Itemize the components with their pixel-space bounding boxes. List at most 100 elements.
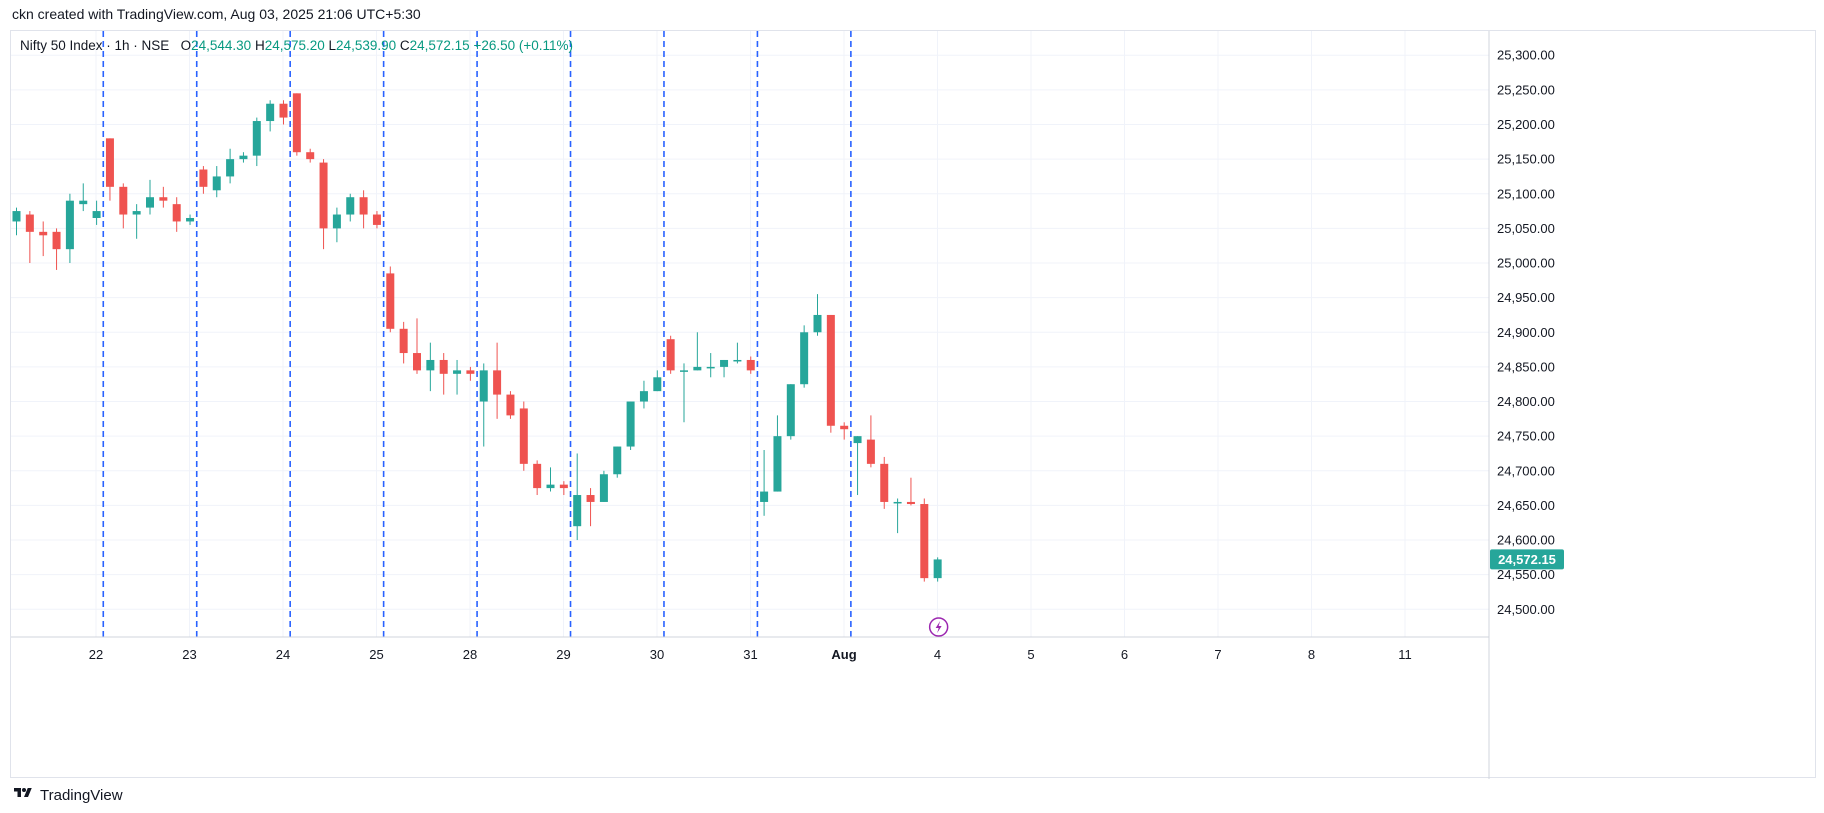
candle-body [706,366,715,369]
candle [680,363,688,423]
candle [493,342,502,419]
candle-body [212,176,221,191]
candle-body [559,484,568,489]
candle-body [386,273,395,329]
candle-body [493,370,502,395]
candle-body [826,314,835,426]
candle-body [533,463,542,489]
candle [706,353,715,378]
chart-frame[interactable]: 24,500.00 24,550.00 24,600.00 24,650.00 24,7… [10,30,1817,779]
candle-body [332,214,341,229]
candle-body [586,495,595,502]
lightning-icon[interactable] [928,617,949,637]
x-tick-label: Aug [831,647,856,662]
candle [893,498,902,534]
x-tick-label: 29 [556,647,570,662]
candle [346,193,355,222]
y-tick-label: 24,750.00 [1497,429,1555,444]
candle [639,380,648,409]
candle-body [599,474,608,502]
candle [826,314,835,433]
candle [306,148,315,163]
y-tick-label: 24,900.00 [1497,325,1555,340]
candle [132,204,141,239]
candle-body [226,159,235,177]
candle [800,325,809,388]
candle [613,446,622,478]
y-tick-label: 24,550.00 [1497,567,1555,582]
candle [319,159,328,250]
candle-body [413,353,421,371]
event-markers[interactable] [928,617,949,637]
candle-body [653,377,662,392]
candle-body [279,103,288,118]
y-tick-label: 24,500.00 [1497,602,1555,617]
candle-body [760,491,769,502]
candle [666,335,675,374]
x-tick-label: 31 [743,647,757,662]
candle-body [666,339,675,371]
candle [39,221,48,257]
candle [786,384,795,440]
candle-body [906,501,915,505]
candle-body [292,93,301,153]
candle [279,100,288,125]
candle-body [933,559,942,579]
y-tick-label: 25,150.00 [1497,152,1555,167]
candle-body [840,425,849,430]
footer-brand[interactable]: TradingView [12,786,123,804]
candle [199,166,208,194]
candle [399,321,408,364]
candle-body [680,370,688,372]
candle-body [866,439,875,464]
tradingview-brand-label: TradingView [40,786,123,804]
candle [840,422,849,440]
chart-caption: ckn created with TradingView.com, Aug 03… [12,6,421,22]
candle [733,342,742,364]
candle [65,193,74,264]
y-tick-label: 24,700.00 [1497,463,1555,478]
candle-body [39,231,48,236]
candle [466,366,475,381]
candle-body [359,197,368,215]
y-tick-label: 24,850.00 [1497,359,1555,374]
candle-body [12,211,21,222]
candle-body [573,495,582,527]
candle [746,356,755,374]
candle-body [372,214,381,225]
candle [92,200,101,225]
open-label: O [180,38,192,53]
candle-body [506,394,515,416]
candle-body [773,436,782,492]
candle [359,190,368,229]
last-price-tag-label: 24,572.15 [1498,552,1556,567]
candle-body [306,152,315,160]
candle [186,214,195,225]
close-label: C [399,38,410,53]
candle [12,207,21,236]
candle-body [639,391,648,402]
candle [933,557,942,582]
candle-body [813,314,822,333]
candle-body [920,504,929,579]
tradingview-logo-icon [12,786,34,804]
candle [519,401,528,471]
candle-body [399,328,408,354]
candle [626,401,635,451]
candlestick-chart[interactable]: 24,500.00 24,550.00 24,600.00 24,650.00 24,7… [11,31,1817,779]
candle [172,197,181,232]
candle-body [546,484,555,489]
y-tick-label: 25,000.00 [1497,256,1555,271]
candle [159,186,168,208]
candle [252,117,261,167]
candle [25,211,34,264]
candle [533,460,542,496]
x-tick-label: 6 [1121,647,1128,662]
y-tick-label: 24,650.00 [1497,498,1555,513]
candle [413,318,421,374]
candle-body [800,332,809,385]
candle [79,183,88,212]
candle [105,138,114,201]
axes: 24,500.00 24,550.00 24,600.00 24,650.00 24,7… [11,31,1564,779]
x-tick-label: 7 [1214,647,1221,662]
